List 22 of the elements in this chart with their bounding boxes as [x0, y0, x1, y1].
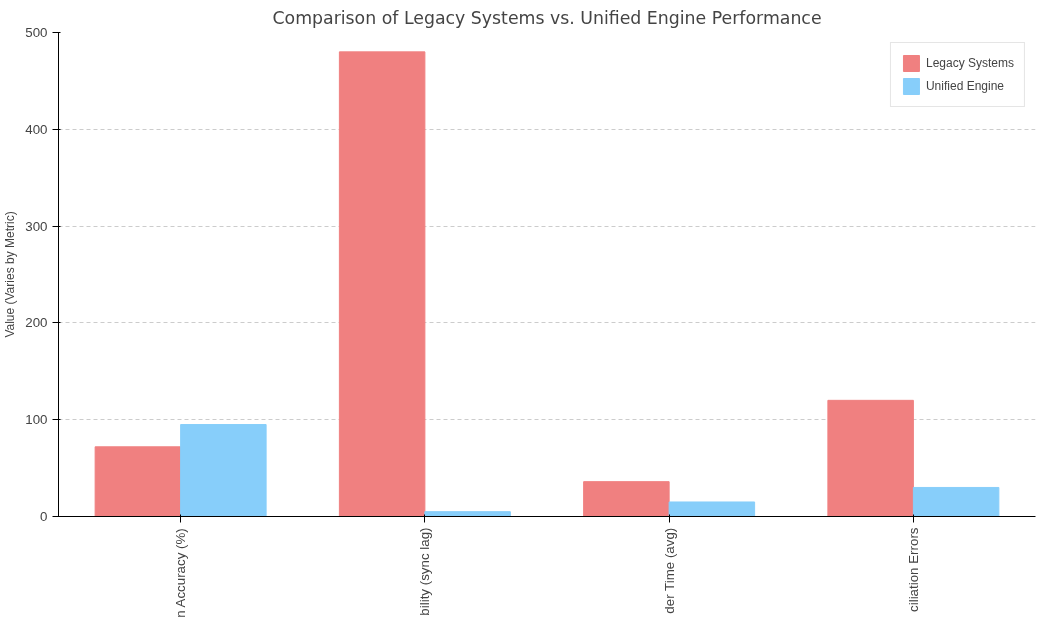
y-tick-label: 300: [25, 218, 48, 234]
y-axis-title: Value (Varies by Metric): [3, 211, 18, 338]
y-tick-label: 0: [40, 509, 48, 524]
bar: [424, 511, 511, 517]
bar: [827, 399, 914, 517]
x-tick-label: ciliation Errors: [905, 527, 921, 612]
bar: [912, 486, 1000, 517]
y-tick-label: 400: [25, 121, 48, 137]
bar: [338, 51, 426, 517]
chart-title: Comparison of Legacy Systems vs. Unified Engine Performance: [272, 7, 822, 28]
bar: [94, 446, 182, 517]
bar: [668, 501, 756, 517]
legend-label: Legacy Systems: [925, 56, 1014, 70]
y-tick-label: 500: [25, 25, 48, 40]
x-tick-label: bility (sync lag): [417, 527, 433, 616]
bar: [180, 424, 267, 517]
bar: [583, 481, 670, 517]
y-tick-label: 100: [25, 412, 48, 428]
x-tick-label: der Time (avg): [661, 527, 677, 614]
y-tick-label: 200: [25, 315, 48, 331]
x-tick-label: n Accuracy (%): [173, 528, 189, 618]
legend-label: Unified Engine: [925, 79, 1005, 93]
